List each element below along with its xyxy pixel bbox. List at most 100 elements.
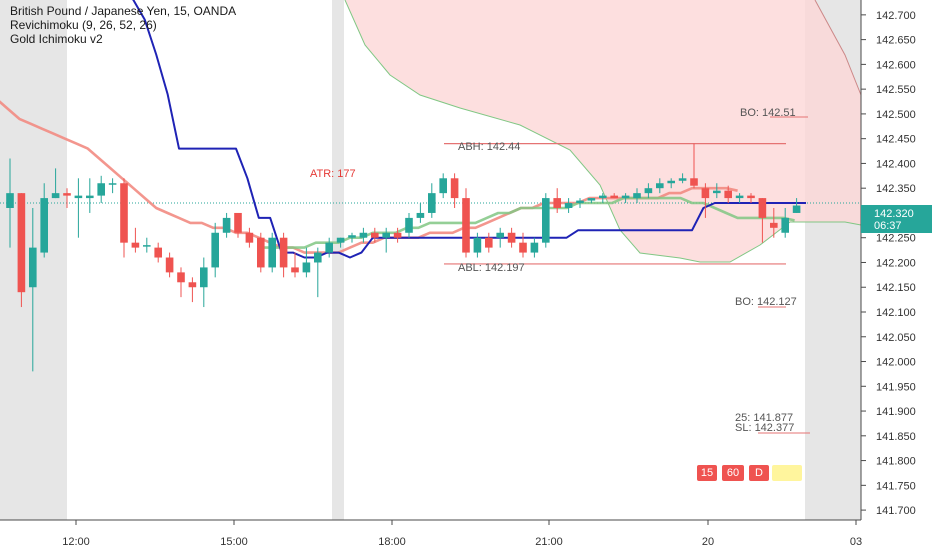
candle[interactable] xyxy=(154,242,162,263)
candle[interactable] xyxy=(667,178,675,189)
candle[interactable] xyxy=(735,193,744,204)
candle[interactable] xyxy=(177,267,185,298)
candle[interactable] xyxy=(713,183,721,199)
candle-body xyxy=(473,237,482,253)
candle-body xyxy=(257,237,265,268)
candle[interactable] xyxy=(6,158,14,248)
candle[interactable] xyxy=(188,277,197,303)
candle-body xyxy=(450,178,459,199)
candles-layer[interactable] xyxy=(6,143,801,372)
candle[interactable] xyxy=(63,188,71,208)
y-tick-label: 142.650 xyxy=(876,35,916,47)
candle[interactable] xyxy=(348,232,356,243)
candle[interactable] xyxy=(143,237,151,253)
chip-15[interactable]: 15 xyxy=(697,465,717,481)
candle[interactable] xyxy=(507,227,516,248)
candle[interactable] xyxy=(496,227,504,248)
candle[interactable] xyxy=(234,212,242,238)
candle[interactable] xyxy=(108,178,117,194)
candle[interactable] xyxy=(621,193,630,204)
candle-body xyxy=(268,237,276,268)
chip-60[interactable]: 60 xyxy=(722,465,744,481)
candle[interactable] xyxy=(747,193,755,204)
candle[interactable] xyxy=(553,188,561,213)
candle[interactable] xyxy=(74,178,83,238)
chip-d[interactable]: D xyxy=(749,465,769,481)
candle[interactable] xyxy=(599,193,607,204)
candle[interactable] xyxy=(165,252,174,278)
y-axis-ticks: 142.700 142.650 142.600 142.550 142.500 142.4… xyxy=(861,10,916,517)
candle[interactable] xyxy=(450,173,459,208)
candle[interactable] xyxy=(542,193,550,248)
candle[interactable] xyxy=(758,198,767,243)
candle[interactable] xyxy=(371,227,379,243)
candle[interactable] xyxy=(564,198,573,213)
candle[interactable] xyxy=(633,188,641,204)
candle[interactable] xyxy=(200,257,208,308)
candle-body xyxy=(302,262,311,273)
candle[interactable] xyxy=(302,247,311,278)
abl-label: ABL: 142.197 xyxy=(458,262,525,274)
candle-body xyxy=(416,212,425,218)
candle[interactable] xyxy=(530,237,539,258)
candle[interactable] xyxy=(279,232,288,278)
candle[interactable] xyxy=(382,227,390,253)
candle[interactable] xyxy=(29,208,37,372)
candle[interactable] xyxy=(336,237,345,248)
candle[interactable] xyxy=(245,227,254,248)
chip-neutral[interactable] xyxy=(772,465,802,481)
candle[interactable] xyxy=(644,183,653,199)
candle-body xyxy=(325,242,333,253)
candle[interactable] xyxy=(416,203,425,223)
candle[interactable] xyxy=(462,188,470,258)
candle[interactable] xyxy=(428,183,436,218)
candle[interactable] xyxy=(51,168,60,199)
candle[interactable] xyxy=(576,198,584,208)
candle[interactable] xyxy=(792,198,801,213)
candle-body xyxy=(610,195,618,199)
candle[interactable] xyxy=(770,208,778,238)
candle[interactable] xyxy=(268,232,276,273)
candle[interactable] xyxy=(359,227,368,243)
candle[interactable] xyxy=(325,237,333,258)
candle[interactable] xyxy=(211,222,219,278)
candle[interactable] xyxy=(473,232,482,258)
candle[interactable] xyxy=(393,227,402,243)
candle-body xyxy=(245,232,254,243)
candle[interactable] xyxy=(610,193,618,199)
candle[interactable] xyxy=(17,193,26,308)
y-tick-label: 141.900 xyxy=(876,406,916,418)
indicator-gold-ichimoku[interactable]: Gold Ichimoku v2 xyxy=(10,32,103,46)
session-shading xyxy=(0,0,861,520)
candle[interactable] xyxy=(678,173,687,184)
symbol-title[interactable]: British Pound / Japanese Yen, 15, OANDA xyxy=(10,4,237,18)
candle[interactable] xyxy=(485,232,493,253)
candle[interactable] xyxy=(97,175,105,204)
candle[interactable] xyxy=(314,247,322,298)
x-axis-background xyxy=(0,520,932,550)
candle[interactable] xyxy=(40,183,48,258)
candle-body xyxy=(656,183,664,189)
candle[interactable] xyxy=(131,227,140,253)
candle-body xyxy=(393,232,402,238)
candle[interactable] xyxy=(86,178,94,213)
y-tick-label: 142.050 xyxy=(876,332,916,344)
candle[interactable] xyxy=(291,252,299,278)
candle[interactable] xyxy=(519,232,527,258)
candle-body xyxy=(724,190,732,199)
candle[interactable] xyxy=(222,212,231,238)
candle[interactable] xyxy=(405,212,413,238)
candle[interactable] xyxy=(587,198,596,204)
candle[interactable] xyxy=(257,232,265,273)
y-tick-label: 142.600 xyxy=(876,59,916,71)
candle[interactable] xyxy=(120,178,128,258)
candle[interactable] xyxy=(690,143,698,189)
candle[interactable] xyxy=(439,173,447,199)
candle[interactable] xyxy=(724,185,732,204)
candle[interactable] xyxy=(781,208,789,238)
candle[interactable] xyxy=(701,183,710,218)
indicator-revichimoku[interactable]: Revichimoku (9, 26, 52, 26) xyxy=(10,18,157,32)
candle[interactable] xyxy=(656,178,664,194)
